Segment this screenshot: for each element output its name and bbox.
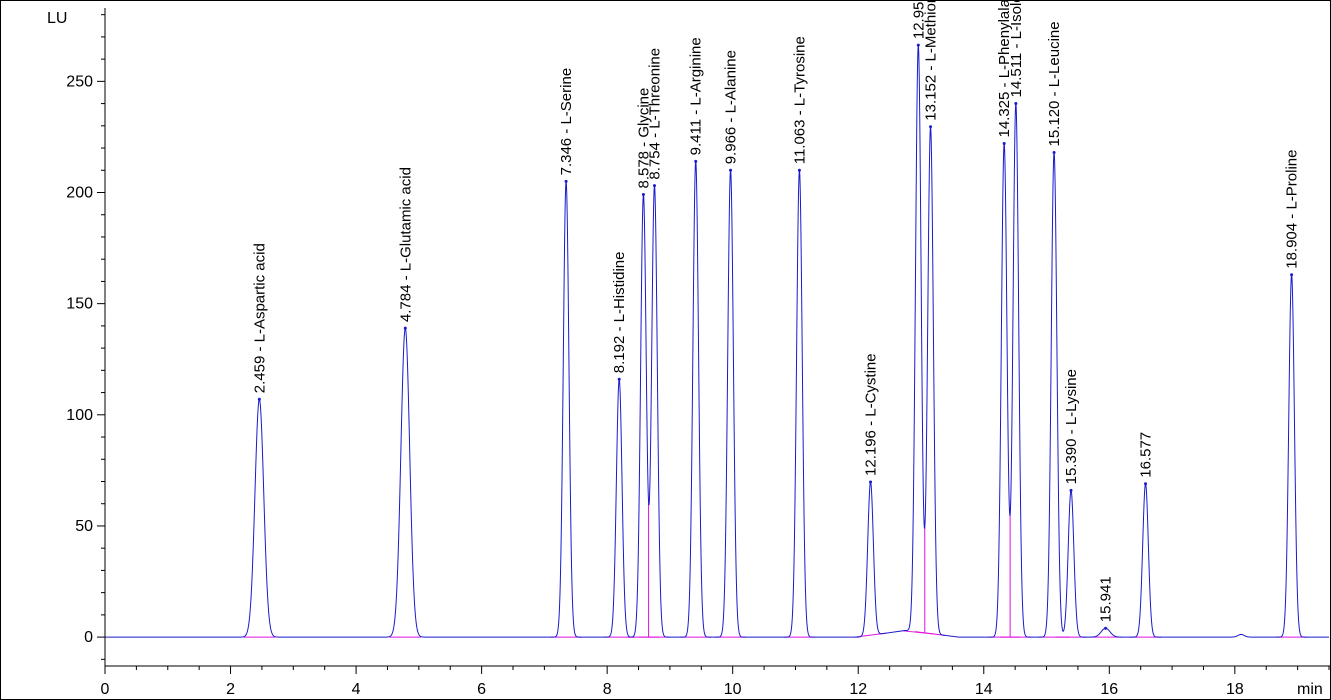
peak-apex-marker bbox=[929, 125, 933, 129]
x-tick-label: 12 bbox=[849, 681, 867, 698]
x-tick-label: 6 bbox=[477, 681, 486, 698]
peak-label: 14.511 - L-Isoleucine bbox=[1008, 0, 1025, 97]
peak-label: 9.966 - L-Alanine bbox=[723, 50, 740, 164]
x-axis-label: min bbox=[1297, 681, 1323, 698]
peak-label: 11.063 - L-Tyrosine bbox=[791, 36, 808, 164]
peak-label: 4.784 - L-Glutamic acid bbox=[397, 167, 414, 322]
peak-label: 15.390 - L-Lysine bbox=[1063, 369, 1080, 484]
x-tick-label: 18 bbox=[1226, 681, 1244, 698]
peak-label: 8.578 - Glycine bbox=[635, 88, 652, 189]
peak-apex-marker bbox=[1069, 488, 1073, 492]
signal-trace bbox=[105, 45, 1329, 638]
peak-apex-marker bbox=[1144, 482, 1148, 486]
peak-label: 16.577 bbox=[1138, 432, 1155, 478]
peak-label: 2.459 - L-Aspartic acid bbox=[251, 243, 268, 393]
y-tick-label: 150 bbox=[66, 296, 93, 313]
y-tick-label: 200 bbox=[66, 185, 93, 202]
y-tick-label: 100 bbox=[66, 407, 93, 424]
y-tick-label: 50 bbox=[75, 518, 93, 535]
peak-apex-marker bbox=[1014, 101, 1018, 105]
peak-label: 15.941 bbox=[1098, 576, 1115, 622]
peak-apex-marker bbox=[869, 480, 873, 484]
axes: 0 50 100 150 200 250 0 2 4 6 8 10 12 14 16 18 bbox=[66, 8, 1330, 698]
y-tick-label: 0 bbox=[84, 629, 93, 646]
peak-label: 8.192 - L-Histidine bbox=[611, 252, 628, 374]
peak-apex-marker bbox=[564, 179, 568, 183]
x-tick-label: 10 bbox=[724, 681, 742, 698]
peak-label: 7.346 - L-Serine bbox=[558, 68, 575, 176]
x-tick-label: 2 bbox=[226, 681, 235, 698]
x-tick-label: 4 bbox=[352, 681, 361, 698]
peak-apex-marker bbox=[694, 159, 698, 163]
peak-apex-marker bbox=[916, 43, 920, 47]
peak-apex-marker bbox=[257, 397, 261, 401]
y-tick-label: 250 bbox=[66, 73, 93, 90]
peak-label: 13.152 - L-Methionine bbox=[923, 0, 940, 121]
peak-apex-marker bbox=[1290, 273, 1294, 277]
peak-apex-marker bbox=[403, 326, 407, 330]
x-tick-label: 16 bbox=[1100, 681, 1118, 698]
peak-label: 8.754 - L-Threonine bbox=[646, 48, 663, 180]
x-tick-label: 0 bbox=[101, 681, 110, 698]
peak-labels: 2.459 - L-Aspartic acid 4.784 - L-Glutami… bbox=[251, 0, 1300, 622]
peak-apex-marker bbox=[1104, 626, 1108, 630]
peak-apex-marker bbox=[652, 184, 656, 188]
peak-apex-marker bbox=[797, 168, 801, 172]
peak-label: 14.325 - L-Phenylalanine bbox=[996, 0, 1013, 137]
peak-label: 12.957 - L-Valine bbox=[910, 0, 927, 39]
peak-apex-marker bbox=[1002, 141, 1006, 145]
peak-apex-marker bbox=[729, 168, 733, 172]
y-axis-label: LU bbox=[47, 10, 67, 27]
peak-apex-marker bbox=[1052, 150, 1056, 154]
x-tick-label: 8 bbox=[603, 681, 612, 698]
peak-apex-marker bbox=[617, 377, 621, 381]
trace-layer bbox=[105, 43, 1329, 638]
peak-apex-marker bbox=[641, 193, 645, 197]
peak-label: 15.120 - L-Leucine bbox=[1046, 21, 1063, 146]
x-tick-label: 14 bbox=[975, 681, 993, 698]
peak-label: 18.904 - L-Proline bbox=[1284, 150, 1301, 269]
peak-label: 12.196 - L-Cystine bbox=[863, 353, 880, 476]
peak-label: 9.411 - L-Arginine bbox=[688, 37, 705, 155]
